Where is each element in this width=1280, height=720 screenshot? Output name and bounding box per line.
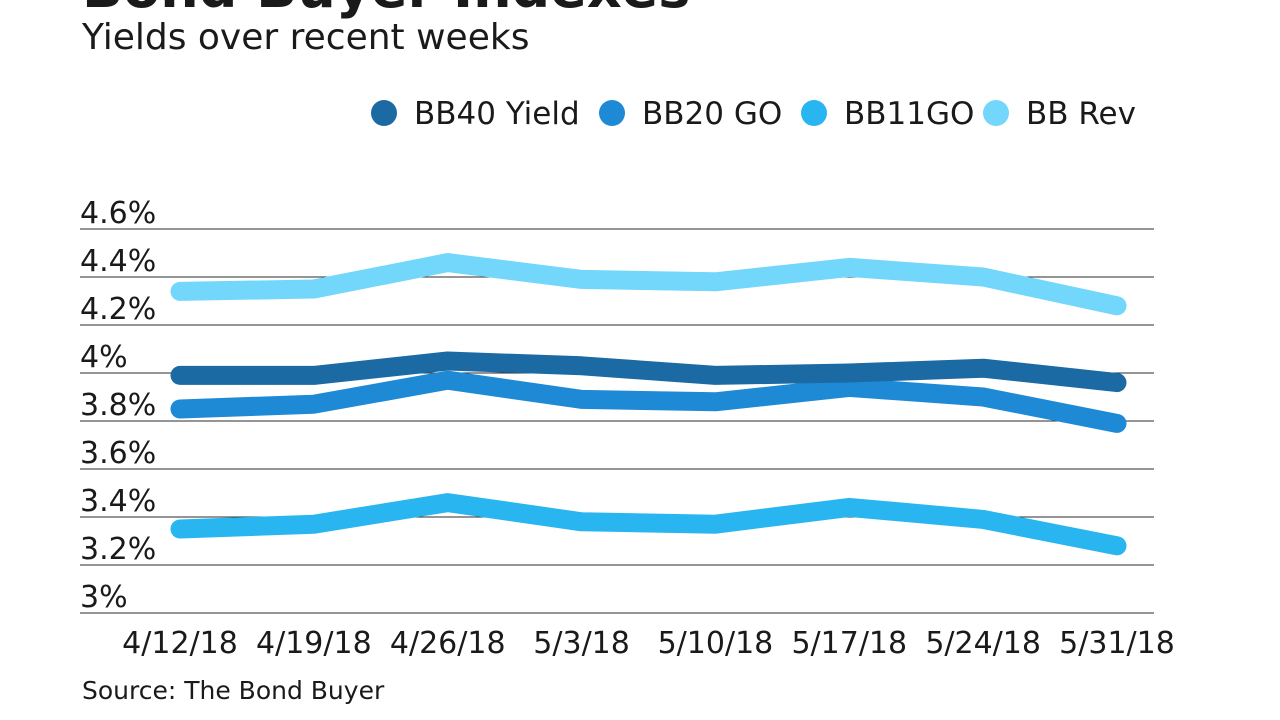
data-point-bb-rev (580, 278, 583, 281)
y-tick-label: 3% (80, 580, 128, 615)
data-point-bb-rev (312, 288, 315, 290)
data-point-bb-rev (848, 266, 851, 269)
x-tick-label: 5/31/18 (1059, 626, 1175, 661)
x-tick-label: 4/19/18 (256, 626, 372, 661)
data-point-bb20-go (446, 379, 449, 382)
data-point-bb40-yield (580, 364, 583, 367)
y-tick-label: 3.4% (80, 484, 156, 519)
legend-marker-bb40-yield (371, 100, 397, 126)
data-point-bb40-yield (312, 374, 315, 377)
y-tick-label: 3.2% (80, 532, 156, 567)
data-point-bb20-go (982, 396, 985, 398)
legend-marker-bb-rev (983, 100, 1009, 126)
data-point-bb11go (714, 523, 717, 526)
data-point-bb20-go (714, 400, 717, 403)
data-point-bb11go (312, 523, 315, 526)
x-tick-label: 4/26/18 (390, 626, 506, 661)
data-point-bb40-yield (714, 374, 717, 377)
data-point-bb11go (580, 520, 583, 523)
legend-label-bb-rev: BB Rev (1026, 96, 1136, 132)
data-point-bb40-yield (1116, 381, 1118, 384)
y-tick-label: 4.6% (80, 196, 156, 231)
chart-title: Bond Buyer Indexes (82, 0, 690, 16)
data-point-bb-rev (982, 276, 985, 278)
data-point-bb-rev (179, 290, 181, 293)
data-point-bb11go (848, 506, 851, 509)
y-tick-label: 4% (80, 340, 128, 375)
data-point-bb40-yield (446, 360, 449, 362)
data-point-bb40-yield (179, 374, 181, 377)
data-point-bb40-yield (848, 372, 851, 374)
x-axis-ticks: 4/12/18 4/19/18 4/26/18 5/3/18 5/10/18 5/17/1… (122, 626, 1175, 661)
series-lines (170, 253, 1127, 556)
data-point-bb-rev (714, 280, 717, 283)
x-tick-label: 5/3/18 (533, 626, 630, 661)
series-line-bb40-yield (170, 351, 1127, 393)
source-note: Source: The Bond Buyer (82, 676, 385, 705)
y-tick-label: 3.6% (80, 436, 156, 471)
data-point-bb11go (446, 501, 449, 504)
chart-subtitle: Yields over recent weeks (82, 17, 530, 58)
data-point-bb20-go (1116, 422, 1118, 425)
data-point-bb20-go (848, 386, 851, 389)
legend-marker-bb11go (801, 100, 827, 126)
data-point-bb40-yield (982, 367, 985, 370)
legend-label-bb40-yield: BB40 Yield (414, 96, 580, 132)
y-axis-ticks: 4.6% 4.4% 4.2% 4% 3.8% 3.6% 3.4% 3.2% 3% (80, 196, 156, 615)
x-tick-label: 5/17/18 (791, 626, 907, 661)
series-line-bb-rev (170, 253, 1127, 316)
data-point-bb20-go (580, 398, 583, 401)
data-point-bb11go (179, 528, 181, 530)
data-point-bb20-go (179, 408, 181, 410)
legend-marker-bb20-go (599, 100, 625, 126)
data-point-bb-rev (1116, 304, 1118, 307)
series-line-bb11go (170, 493, 1127, 556)
legend-label-bb20-go: BB20 GO (642, 96, 782, 132)
y-tick-label: 4.4% (80, 244, 156, 279)
y-tick-label: 3.8% (80, 388, 156, 423)
data-point-bb20-go (312, 403, 315, 406)
data-point-bb-rev (446, 261, 449, 264)
x-tick-label: 5/10/18 (658, 626, 774, 661)
legend-label-bb11go: BB11GO (844, 96, 974, 132)
series-line-bb20-go (170, 370, 1127, 433)
x-tick-label: 4/12/18 (122, 626, 238, 661)
x-tick-label: 5/24/18 (925, 626, 1041, 661)
legend: BB40 Yield BB20 GO BB11GO BB Rev (371, 96, 1136, 132)
data-point-bb11go (1116, 544, 1118, 547)
data-point-bb11go (982, 518, 985, 521)
y-tick-label: 4.2% (80, 292, 156, 327)
